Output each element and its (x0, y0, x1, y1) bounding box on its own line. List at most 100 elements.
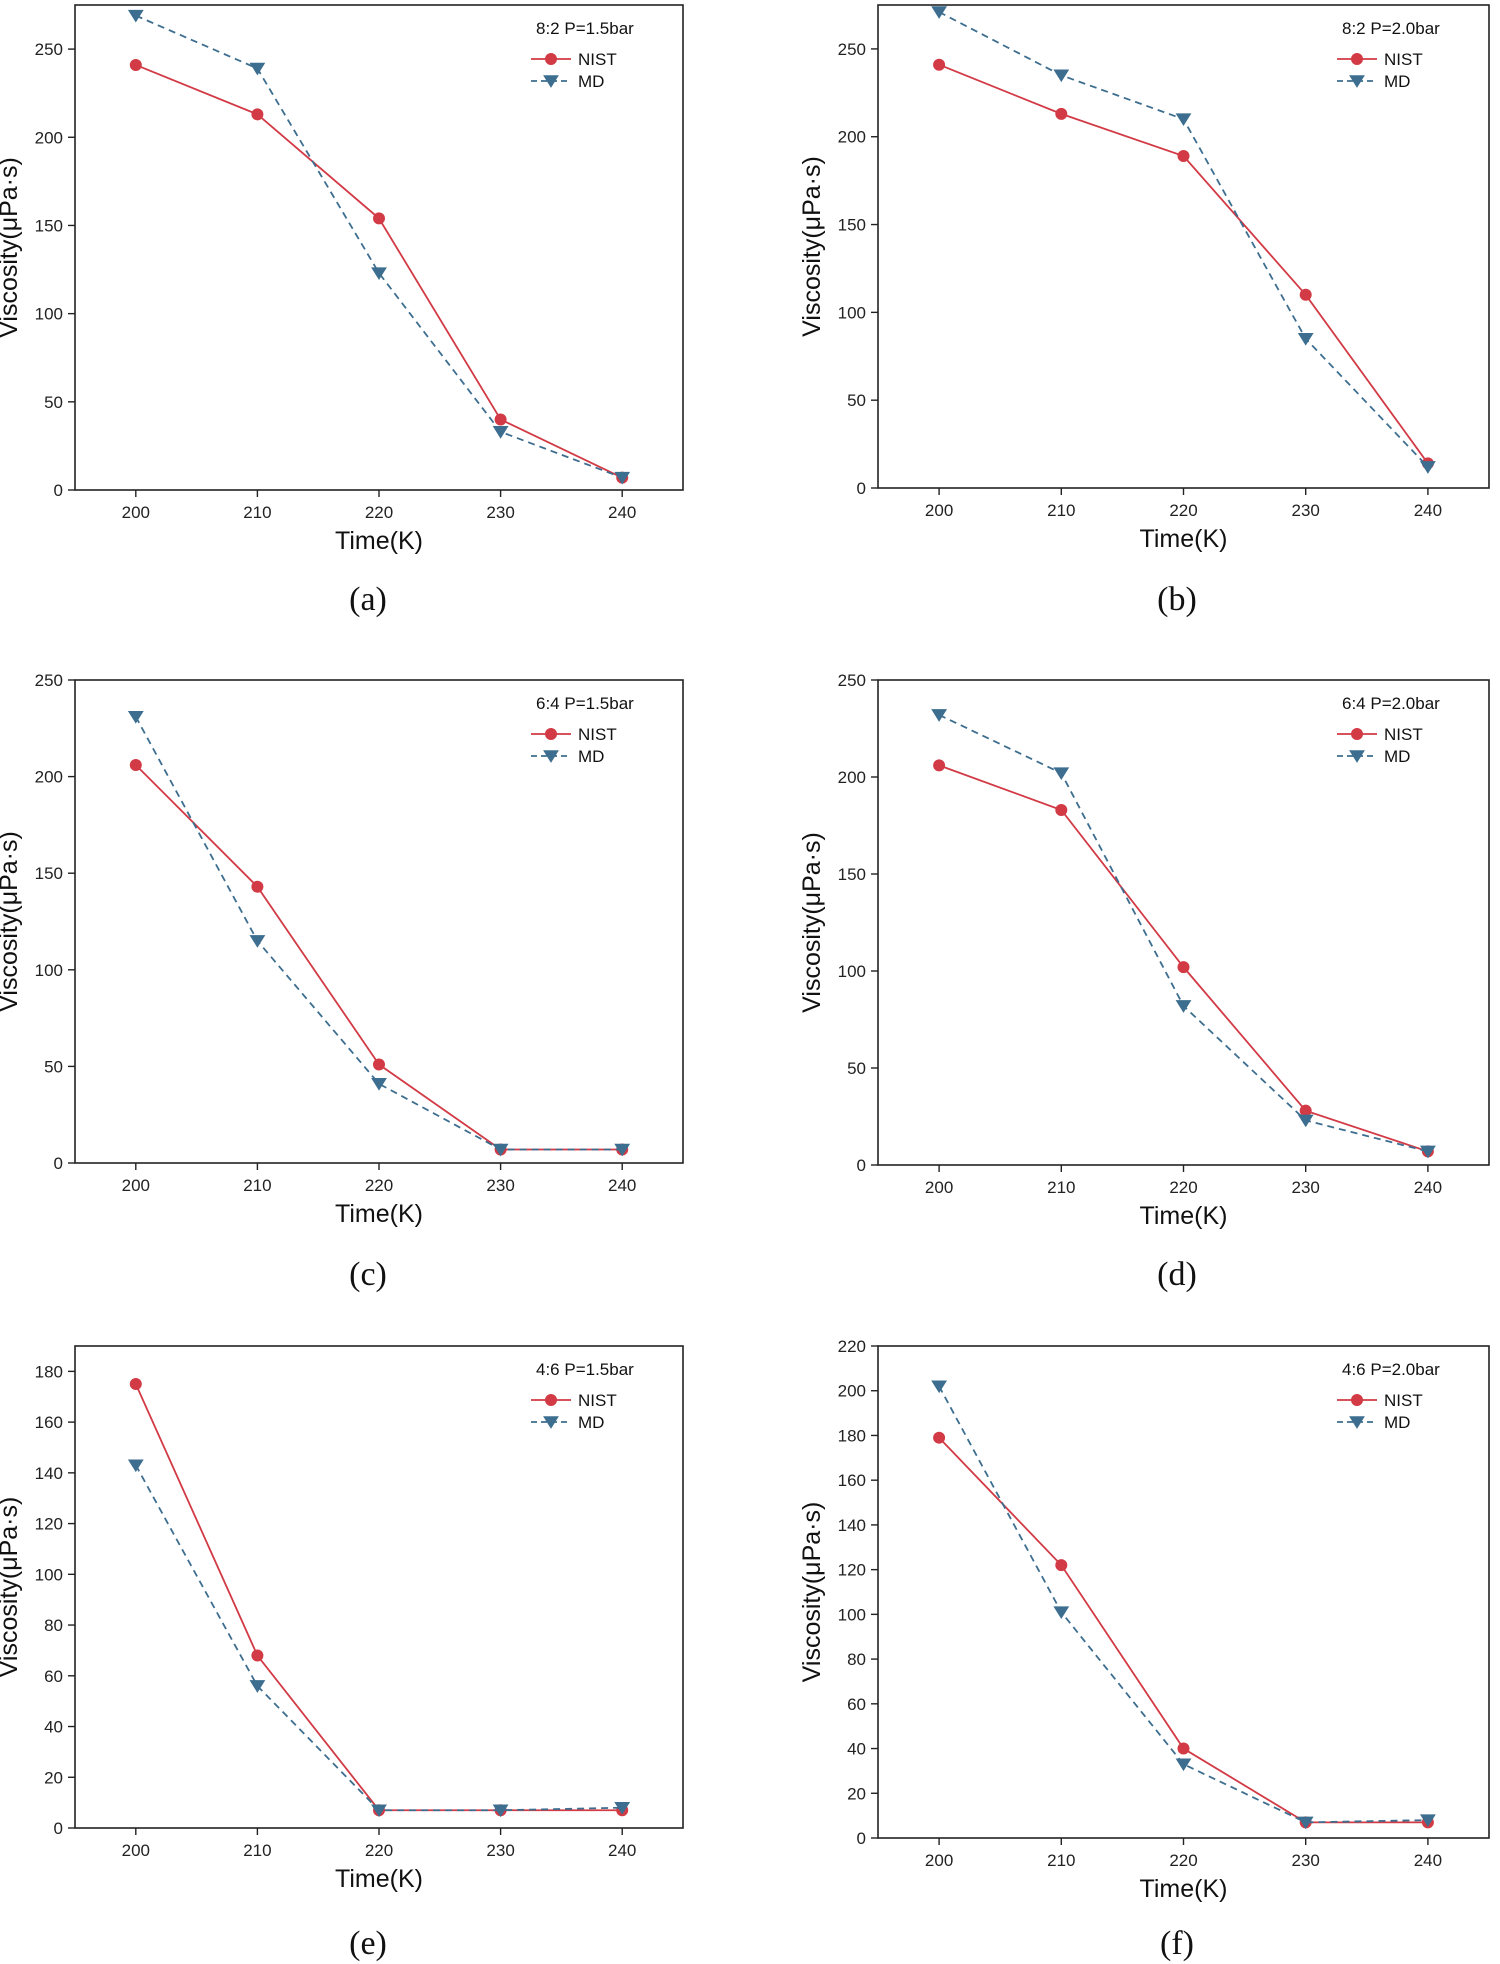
legend-marker-nist (545, 1394, 557, 1406)
x-tick-label: 220 (1169, 1851, 1197, 1870)
data-point-nist (1299, 1104, 1312, 1117)
y-tick-label: 200 (35, 768, 63, 787)
data-point-md (1053, 767, 1070, 781)
data-point-nist (251, 1649, 264, 1662)
series-line-nist (938, 764, 1429, 1153)
data-point-nist (373, 1058, 385, 1071)
y-tick-label: 50 (44, 1057, 63, 1076)
data-point-nist (129, 58, 142, 71)
x-tick-label: 210 (243, 1176, 271, 1195)
y-tick-label: 250 (35, 40, 63, 59)
panel-annotation: 8:2 P=2.0bar (1342, 19, 1440, 38)
data-point-md (931, 709, 948, 722)
data-point-md (492, 1143, 509, 1157)
x-tick-label: 240 (608, 1176, 636, 1195)
y-tick-label: 160 (838, 1471, 866, 1490)
legend-label-md: MD (578, 72, 604, 91)
data-point-md (931, 1380, 948, 1394)
x-tick-label: 230 (1292, 1851, 1320, 1870)
legend-label-md: MD (1384, 1413, 1410, 1432)
y-tick-label: 160 (35, 1413, 63, 1432)
data-point-md (931, 6, 948, 19)
panel-annotation: 6:4 P=1.5bar (536, 694, 634, 713)
x-tick-label: 210 (243, 1841, 271, 1860)
y-tick-label: 220 (838, 1337, 866, 1356)
data-point-nist (373, 212, 385, 225)
panel-caption: (c) (349, 1256, 387, 1293)
y-tick-label: 250 (838, 40, 866, 59)
y-axis-title: Viscosity(μPa·s) (798, 1502, 826, 1683)
x-tick-label: 200 (925, 1178, 953, 1197)
data-point-md (492, 1804, 509, 1818)
y-tick-label: 150 (838, 216, 866, 235)
data-point-nist (1055, 803, 1068, 816)
y-tick-label: 0 (54, 1819, 63, 1838)
data-point-md (1419, 1145, 1436, 1159)
y-tick-label: 100 (838, 962, 866, 981)
data-point-nist (129, 759, 142, 772)
chart-panel-d: 200 210 220 230 240 0 50 100 150 200 250 Time(K) Vis… (798, 671, 1490, 1293)
y-tick-label: 0 (857, 1829, 866, 1848)
panel-caption: (b) (1157, 581, 1197, 618)
y-tick-label: 200 (838, 1382, 866, 1401)
data-point-nist (1177, 1742, 1190, 1755)
data-point-md (249, 62, 266, 76)
chart-panel-e: 200 210 220 230 240 0 20 40 60 80 100 120 140 160 180 T… (0, 1345, 684, 1962)
x-tick-label: 220 (365, 503, 393, 522)
data-point-md (1419, 461, 1436, 474)
data-point-nist (251, 108, 264, 121)
y-axis-title: Viscosity(μPa·s) (0, 157, 23, 338)
series-line-md (135, 716, 623, 1151)
x-tick-label: 230 (486, 503, 514, 522)
panel-annotation: 4:6 P=2.0bar (1342, 1360, 1440, 1379)
y-tick-label: 0 (857, 479, 866, 498)
y-tick-label: 0 (54, 1154, 63, 1173)
panel-annotation: 8:2 P=1.5bar (536, 19, 634, 38)
x-tick-label: 200 (122, 503, 150, 522)
y-tick-label: 180 (35, 1362, 63, 1381)
x-tick-label: 220 (365, 1176, 393, 1195)
y-tick-label: 80 (847, 1650, 866, 1669)
y-tick-label: 150 (35, 216, 63, 235)
data-point-md (1297, 1114, 1314, 1128)
data-point-md (1419, 1814, 1436, 1828)
legend-marker-md (543, 750, 559, 763)
legend-marker-md (543, 1416, 559, 1429)
data-point-md (249, 1680, 266, 1693)
data-point-nist (1055, 107, 1068, 120)
x-tick-label: 210 (1047, 501, 1075, 520)
legend-marker-nist (1351, 53, 1363, 65)
y-tick-label: 40 (847, 1740, 866, 1759)
x-tick-label: 220 (1169, 501, 1197, 520)
x-axis-title: Time(K) (1140, 525, 1228, 553)
x-tick-label: 230 (1292, 501, 1320, 520)
legend-marker-nist (1351, 728, 1363, 740)
panel-caption: (d) (1157, 1256, 1197, 1293)
data-point-md (127, 1459, 144, 1473)
x-tick-label: 210 (1047, 1178, 1075, 1197)
y-tick-label: 80 (44, 1616, 63, 1635)
y-tick-label: 180 (838, 1426, 866, 1445)
y-tick-label: 20 (44, 1768, 63, 1787)
legend-marker-nist (1351, 1394, 1363, 1406)
series-line-nist (135, 764, 623, 1151)
data-point-md (371, 267, 387, 280)
legend-label-md: MD (578, 1413, 604, 1432)
y-axis-title: Viscosity(μPa·s) (0, 831, 23, 1012)
y-tick-label: 200 (838, 768, 866, 787)
data-point-md (1297, 332, 1314, 346)
data-point-md (371, 1078, 387, 1091)
legend-marker-nist (545, 728, 557, 740)
data-point-nist (933, 58, 946, 71)
y-tick-label: 250 (838, 671, 866, 690)
x-tick-label: 210 (1047, 1851, 1075, 1870)
panel-caption: (a) (349, 581, 387, 618)
data-point-md (1175, 1000, 1192, 1013)
legend-marker-md (543, 75, 559, 88)
data-point-nist (1177, 150, 1190, 163)
data-point-nist (251, 880, 264, 893)
legend-marker-md (1349, 750, 1365, 763)
x-tick-label: 220 (365, 1841, 393, 1860)
legend-marker-md (1349, 75, 1365, 88)
data-point-md (1175, 1758, 1192, 1772)
